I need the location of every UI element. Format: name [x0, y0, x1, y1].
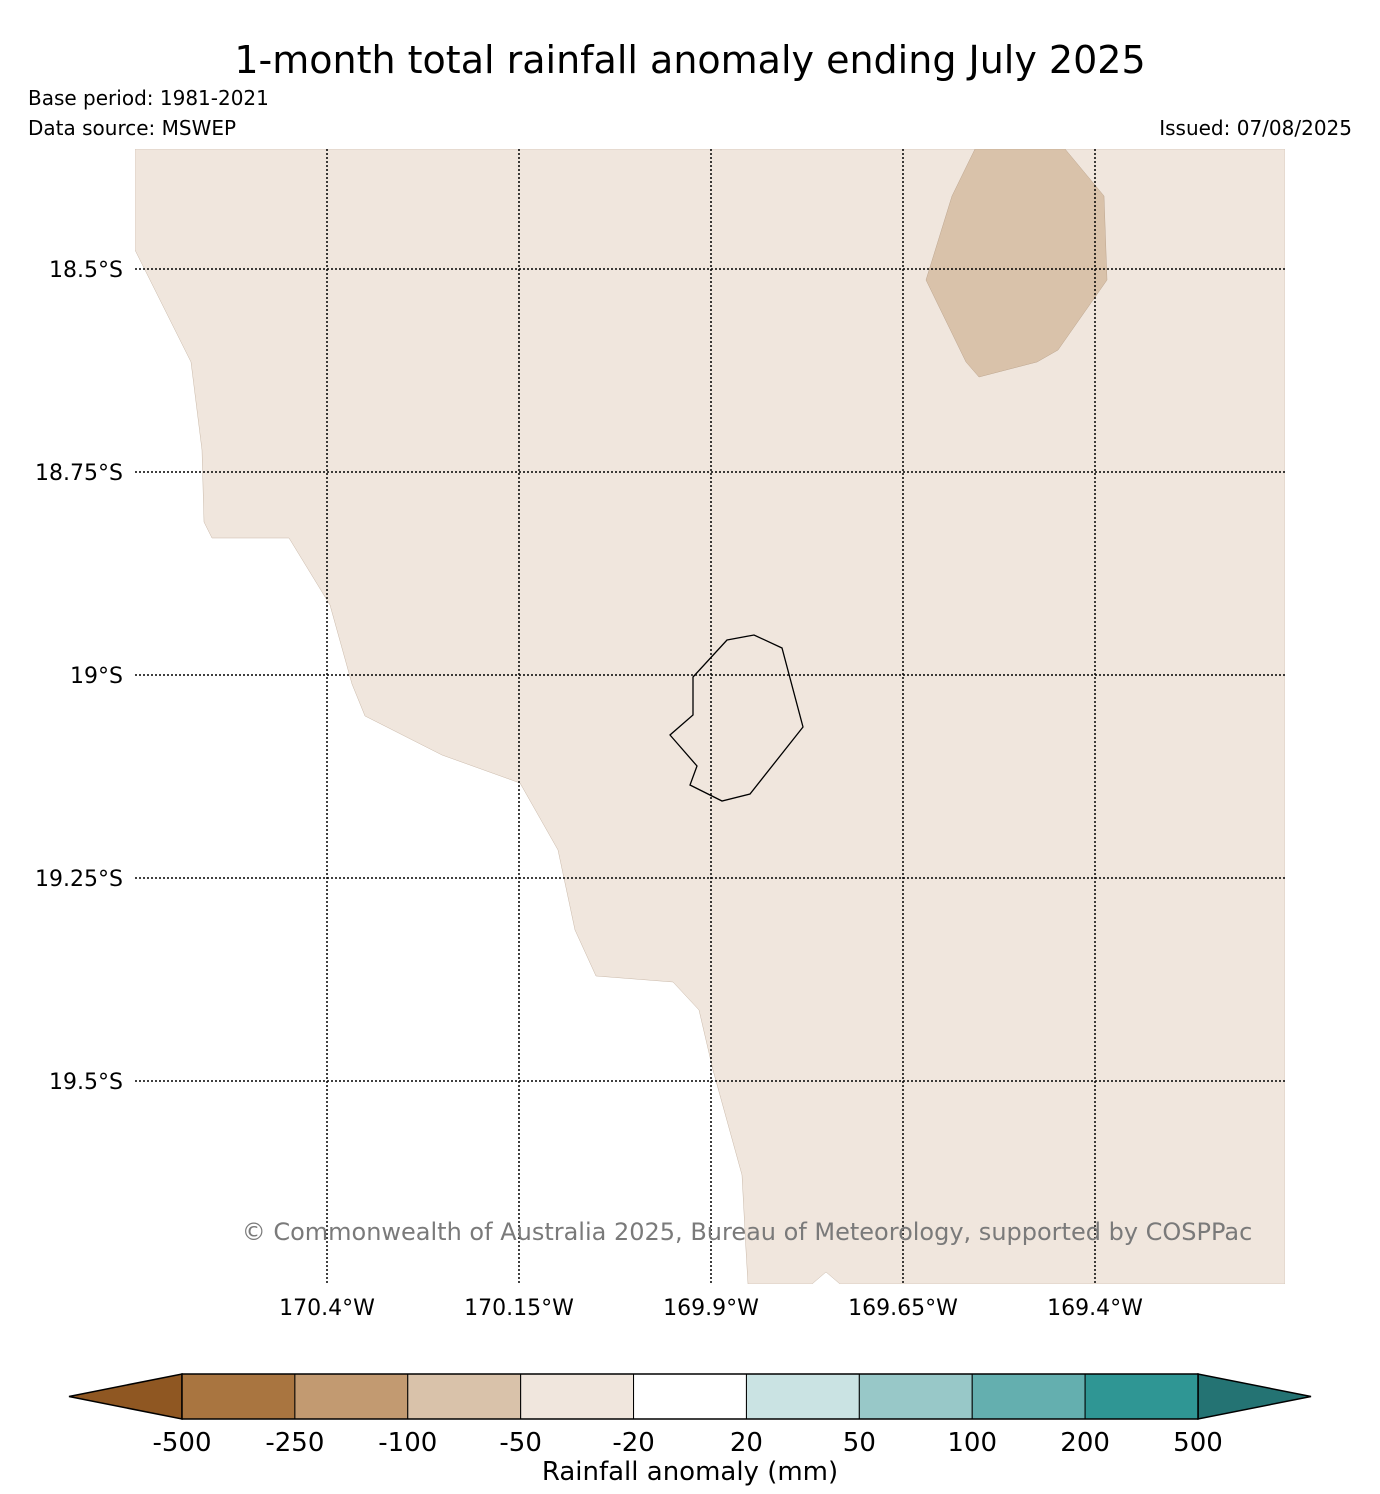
- data-source-text: Data source: MSWEP: [28, 116, 237, 140]
- island-coastline: [669, 634, 804, 802]
- lat-label: 19.5°S: [49, 1070, 123, 1095]
- lat-label: 19°S: [70, 664, 123, 689]
- colorbar-tick-label: 100: [947, 1428, 997, 1458]
- issued-date-text: Issued: 07/08/2025: [1159, 116, 1352, 140]
- colorbar-tick-label: -20: [612, 1428, 654, 1458]
- colorbar-segment: [1084, 1373, 1199, 1420]
- lon-label: 170.4°W: [279, 1296, 375, 1321]
- copyright-text: © Commonwealth of Australia 2025, Bureau…: [242, 1218, 1253, 1246]
- colorbar-tick-label: -250: [265, 1428, 324, 1458]
- lat-label: 18.5°S: [49, 258, 123, 283]
- colorbar-over-arrow: [1197, 1373, 1312, 1420]
- colorbar-tick-label: 20: [730, 1428, 763, 1458]
- gridlines: [135, 149, 1285, 1284]
- colorbar-segment: [181, 1373, 296, 1420]
- base-period-text: Base period: 1981-2021: [28, 86, 269, 110]
- colorbar-label: Rainfall anomaly (mm): [542, 1457, 838, 1487]
- colorbar-segment: [294, 1373, 409, 1420]
- colorbar-segment: [520, 1373, 635, 1420]
- colorbar-frame: [181, 1373, 1199, 1420]
- colorbar: -500 -250 -100 -50 -20 20 50 100 200 500: [68, 1373, 1312, 1458]
- lon-label: 169.4°W: [1047, 1296, 1143, 1321]
- colorbar-under-arrow: [68, 1373, 183, 1420]
- colorbar-segment: [407, 1373, 522, 1420]
- colorbar-tick-label: -500: [152, 1428, 211, 1458]
- map-area: © Commonwealth of Australia 2025, Bureau…: [135, 149, 1285, 1284]
- colorbar-tick-label: -50: [499, 1428, 541, 1458]
- moderate-dry-region: [925, 149, 1108, 378]
- colorbar-tick-label: -100: [378, 1428, 437, 1458]
- lat-label: 18.75°S: [35, 461, 123, 486]
- colorbar-tick-label: 50: [843, 1428, 876, 1458]
- latitude-labels: 18.5°S 18.75°S 19°S 19.25°S 19.5°S: [35, 258, 123, 1095]
- lon-label: 170.15°W: [464, 1296, 574, 1321]
- lat-label: 19.25°S: [35, 867, 123, 892]
- colorbar-tick-label: 200: [1060, 1428, 1110, 1458]
- lon-label: 169.9°W: [663, 1296, 759, 1321]
- page-title: 1-month total rainfall anomaly ending Ju…: [234, 38, 1146, 82]
- longitude-labels: 170.4°W 170.15°W 169.9°W 169.65°W 169.4°…: [279, 1296, 1143, 1321]
- colorbar-segment: [858, 1373, 973, 1420]
- colorbar-segment: [971, 1373, 1086, 1420]
- colorbar-tick-label: 500: [1173, 1428, 1223, 1458]
- light-dry-region: [135, 149, 1285, 1284]
- colorbar-segment: [633, 1373, 747, 1420]
- colorbar-segment: [745, 1373, 860, 1420]
- lon-label: 169.65°W: [848, 1296, 958, 1321]
